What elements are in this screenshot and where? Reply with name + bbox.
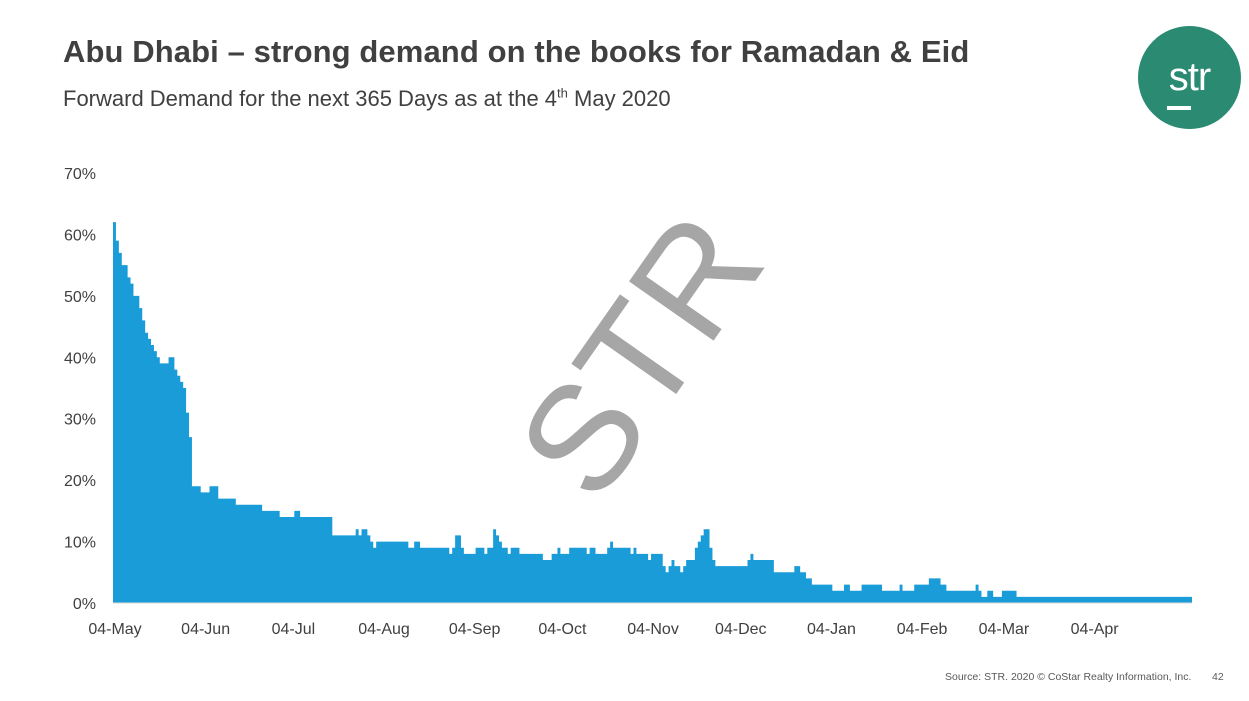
y-axis-labels: 0% 10% 20% 30% 40% 50% 60% 70% xyxy=(64,166,96,613)
str-logo: str xyxy=(1138,26,1241,129)
y-tick-label: 10% xyxy=(64,535,96,552)
y-tick-label: 50% xyxy=(64,289,96,306)
x-tick-label: 04-Jan xyxy=(807,621,856,638)
x-tick-label: 04-May xyxy=(88,621,141,638)
str-watermark: STR xyxy=(485,184,795,526)
y-tick-label: 30% xyxy=(64,412,96,429)
x-tick-label: 04-Apr xyxy=(1071,621,1120,638)
subtitle-prefix: Forward Demand for the next 365 Days as … xyxy=(63,86,558,111)
x-axis-labels: 04-May 04-Jun 04-Jul 04-Aug 04-Sep 04-Oct 04-N… xyxy=(88,621,1119,638)
y-tick-label: 0% xyxy=(73,596,96,613)
x-tick-label: 04-Nov xyxy=(627,621,679,638)
demand-area-layer xyxy=(113,222,1192,603)
x-tick-label: 04-Oct xyxy=(538,621,587,638)
x-tick-label: 04-Mar xyxy=(979,621,1030,638)
x-tick-label: 04-Feb xyxy=(897,621,948,638)
subtitle-ordinal-suffix: th xyxy=(557,85,568,101)
page-number: 42 xyxy=(1212,671,1224,683)
str-logo-underline xyxy=(1167,106,1191,110)
y-tick-label: 70% xyxy=(64,166,96,183)
page-subtitle: Forward Demand for the next 365 Days as … xyxy=(63,86,671,112)
demand-area xyxy=(113,222,1192,603)
page-title: Abu Dhabi – strong demand on the books f… xyxy=(63,34,970,69)
source-note: Source: STR. 2020 © CoStar Realty Inform… xyxy=(945,671,1192,683)
x-tick-label: 04-Sep xyxy=(449,621,501,638)
str-logo-text: str xyxy=(1168,55,1211,99)
x-tick-label: 04-Jun xyxy=(181,621,230,638)
x-tick-label: 04-Dec xyxy=(715,621,767,638)
y-tick-label: 40% xyxy=(64,350,96,367)
x-tick-label: 04-Jul xyxy=(272,621,316,638)
y-tick-label: 20% xyxy=(64,473,96,490)
x-tick-label: 04-Aug xyxy=(358,621,410,638)
y-tick-label: 60% xyxy=(64,227,96,244)
subtitle-suffix: May 2020 xyxy=(567,86,671,111)
